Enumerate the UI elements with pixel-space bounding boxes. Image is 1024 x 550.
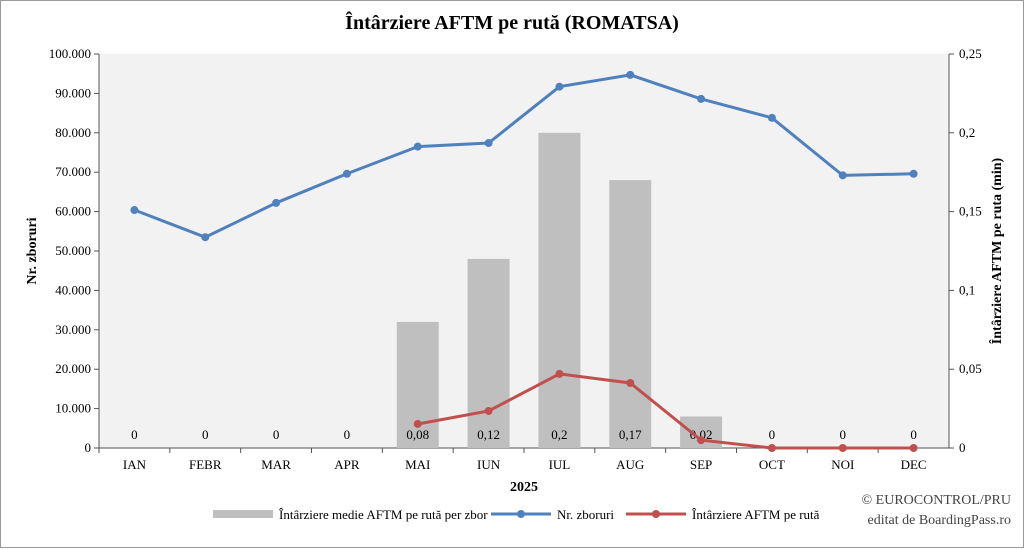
line-point: [272, 198, 281, 207]
line-point: [838, 171, 847, 180]
bar: [467, 258, 510, 448]
bar-data-label: 0,08: [406, 427, 429, 442]
y2-axis-title: Întârziere AFTM pe ruta (min): [988, 157, 1005, 344]
line-point: [697, 94, 706, 103]
line-delay: [417, 372, 914, 450]
bar-data-label: 0: [131, 427, 138, 442]
bar-data-label: 0: [769, 427, 776, 442]
bar-data-label: 0: [202, 427, 209, 442]
credit-boardingpass: editat de BoardingPass.ro: [867, 513, 1011, 528]
x-tick-label: NOI: [831, 457, 854, 472]
y2-tick-label: 0,25: [959, 46, 982, 61]
line-flights: [133, 73, 914, 239]
y-tick-label: 60.000: [55, 204, 91, 219]
x-tick-label: IUL: [549, 457, 571, 472]
legend-swatch-bar: [213, 510, 273, 518]
y-axis-title: Nr. zboruri: [25, 217, 40, 284]
y-tick-label: 30.000: [55, 322, 91, 337]
bar-data-label: 0,17: [619, 427, 642, 442]
line-point: [626, 378, 635, 387]
y2-tick-label: 0: [959, 440, 966, 455]
x-tick-label: MAI: [405, 457, 430, 472]
y2-tick-label: 0,2: [959, 125, 975, 140]
y-tick-label: 0: [85, 440, 92, 455]
bar: [538, 132, 581, 449]
y-tick-label: 20.000: [55, 361, 91, 376]
bar-data-label: 0: [840, 427, 847, 442]
bar-data-label: 0: [273, 427, 280, 442]
legend-label: Întârziere AFTM pe rută: [692, 507, 820, 522]
bar-data-label: 0,2: [551, 427, 567, 442]
legend-label: Întârziere medie AFTM pe rută per zbor: [279, 507, 488, 522]
line-point: [555, 82, 564, 91]
legend-label: Nr. zboruri: [557, 507, 614, 522]
y2-tick-label: 0,05: [959, 361, 982, 376]
y-tick-label: 90.000: [55, 85, 91, 100]
legend-marker: [517, 510, 525, 518]
bar: [609, 180, 652, 448]
line-point: [342, 169, 351, 178]
line-point: [130, 206, 139, 215]
x-tick-label: SEP: [690, 457, 712, 472]
line-point: [201, 233, 210, 242]
bar-data-label: 0: [344, 427, 351, 442]
bar-data-label: 0,02: [690, 427, 713, 442]
y-tick-label: 100.000: [49, 46, 91, 61]
line-point: [484, 139, 493, 148]
legend-marker: [652, 510, 660, 518]
line-point: [555, 369, 564, 378]
y2-tick-label: 0,1: [959, 282, 975, 297]
plot-area: [99, 54, 949, 448]
line-point: [626, 70, 635, 79]
bar-data-label: 0,12: [477, 427, 500, 442]
x-tick-label: FEBR: [189, 457, 222, 472]
x-tick-label: AUG: [616, 457, 644, 472]
y-tick-label: 40.000: [55, 282, 91, 297]
x-tick-label: DEC: [901, 457, 927, 472]
line-point: [413, 142, 422, 151]
x-axis-title: 2025: [510, 480, 538, 495]
y-tick-label: 70.000: [55, 164, 91, 179]
x-tick-label: OCT: [759, 457, 785, 472]
x-tick-label: MAR: [261, 457, 291, 472]
bar-data-label: 0: [910, 427, 917, 442]
y2-tick-label: 0,15: [959, 204, 982, 219]
line-point: [697, 436, 706, 445]
line-point: [484, 406, 493, 415]
line-point: [909, 444, 918, 452]
x-tick-label: APR: [334, 457, 360, 472]
x-tick-label: IAN: [123, 457, 147, 472]
y-tick-label: 50.000: [55, 243, 91, 258]
line-point: [767, 444, 776, 452]
y-tick-label: 10.000: [55, 401, 91, 416]
line-point: [838, 444, 847, 452]
line-point: [413, 419, 422, 428]
credit-eurocontrol: © EUROCONTROL/PRU: [861, 493, 1011, 508]
line-point: [909, 169, 918, 178]
chart-title: Întârziere AFTM pe rută (ROMATSA): [345, 10, 679, 34]
y-tick-label: 80.000: [55, 125, 91, 140]
line-point: [767, 113, 776, 122]
x-tick-label: IUN: [477, 457, 501, 472]
